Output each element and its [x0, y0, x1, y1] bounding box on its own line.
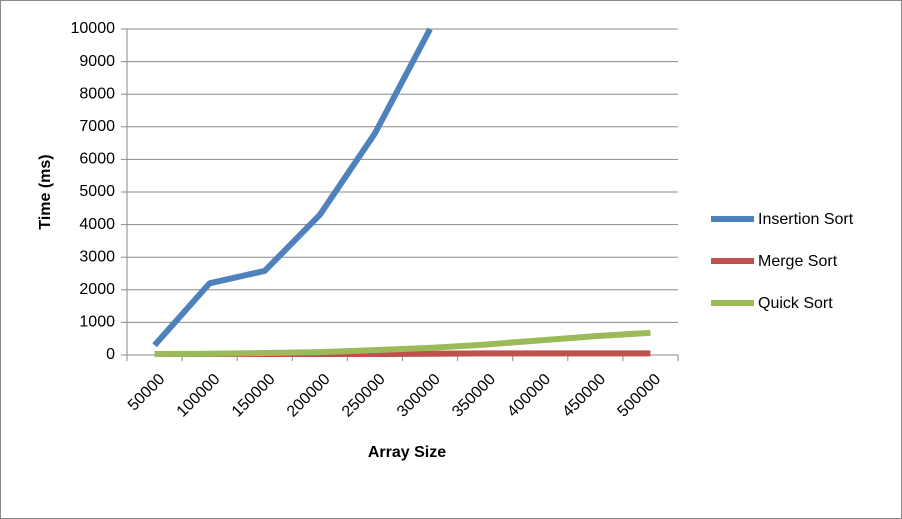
y-tick-label: 7000: [79, 118, 115, 135]
y-tick-label: 5000: [79, 183, 115, 200]
y-tick-label: 1000: [79, 314, 115, 331]
series-line: [154, 329, 651, 357]
y-axis-label: Time (ms): [37, 154, 54, 229]
y-tick-label: 8000: [79, 85, 115, 102]
legend-label: Insertion Sort: [758, 211, 854, 228]
y-tick-label: 3000: [79, 248, 115, 265]
y-tick-label: 10000: [71, 20, 116, 37]
y-tick-label: 9000: [79, 53, 115, 70]
y-tick-label: 4000: [79, 216, 115, 233]
plot: [152, 27, 651, 357]
legend-label: Merge Sort: [758, 253, 838, 270]
y-tick-label: 2000: [79, 281, 115, 298]
x-axis-label: Array Size: [368, 444, 446, 461]
y-tick-label: 0: [106, 346, 115, 363]
series-line: [152, 27, 433, 348]
legend-label: Quick Sort: [758, 295, 833, 312]
y-tick-label: 6000: [79, 151, 115, 168]
